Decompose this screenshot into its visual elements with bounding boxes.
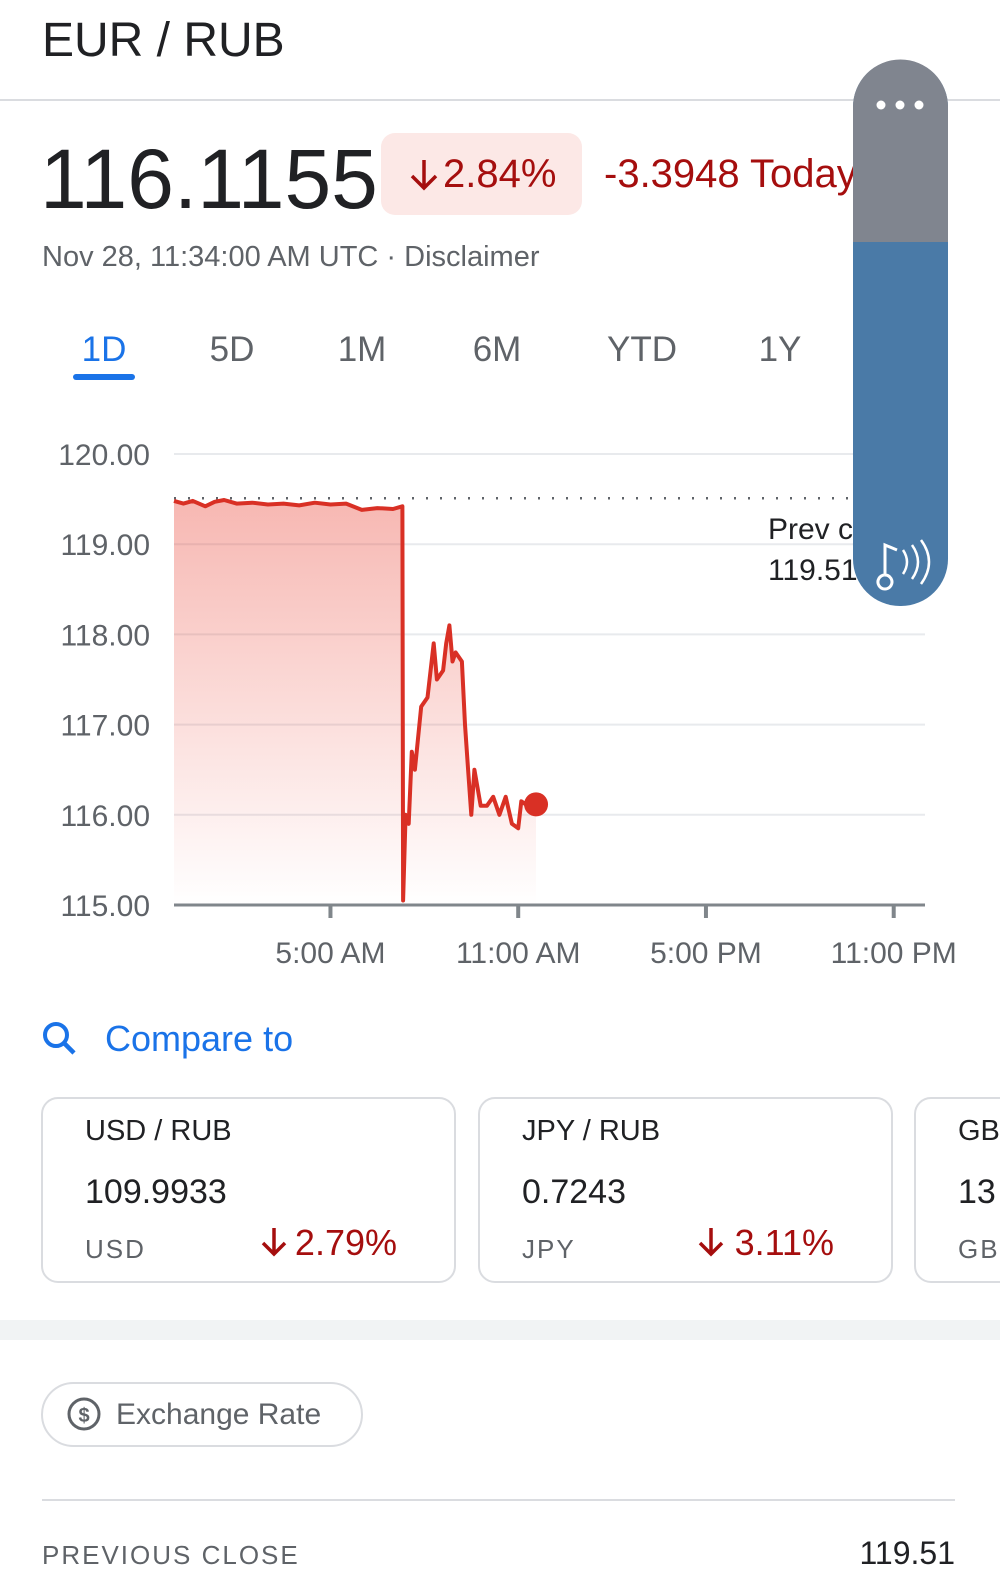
separator: · [386,241,396,273]
change-value: -3.3948 Today [604,152,857,196]
change-pill [381,133,582,215]
compare-card[interactable] [478,1097,893,1283]
current-point [524,792,549,817]
floating-widget[interactable] [853,59,948,607]
card-base: JPY [522,1234,576,1264]
range-tab[interactable]: 5D [210,330,255,369]
page-title: EUR / RUB [42,14,285,67]
down-arrow [698,1228,724,1257]
y-tick-label: 118.00 [60,619,150,652]
disclaimer-link[interactable]: Disclaimer [404,241,540,273]
dot [914,100,924,110]
x-tick-label: 5:00 PM [650,937,762,970]
y-tick-label: 115.00 [60,890,150,923]
x-tick-label: 5:00 AM [275,937,385,970]
music-icon [876,542,898,591]
timestamp: Nov 28, 11:34:00 AM UTC · Disclaimer [42,241,540,273]
compare-card[interactable] [914,1097,1000,1283]
y-tick-label: 116.00 [60,800,150,833]
tab-indicator [73,374,135,380]
card-pair: JPY / RUB [522,1115,660,1147]
card-rate: 109.9933 [85,1173,227,1211]
chart: 115.00 116.00 117.00 118.00 119.00 120.00 5:00… [58,439,957,970]
dot [876,100,886,110]
timestamp-text: Nov 28, 11:34:00 AM UTC [42,241,378,273]
card-change: 2.79% [295,1222,397,1263]
compare-card[interactable] [41,1097,456,1283]
down-arrow [261,1228,287,1257]
range-tab[interactable]: YTD [607,330,677,369]
card-rate: 0.7243 [522,1173,626,1211]
card-change: 3.11% [735,1222,834,1263]
card-base: USD [85,1234,146,1264]
range-tab[interactable]: 1M [338,330,387,369]
change-percent: 2.84% [443,152,556,196]
card-base: GB [958,1234,1000,1264]
search-icon [43,1022,69,1048]
search-icon-handle [62,1041,76,1055]
compare-cards: USD / RUB 109.9933 USD 2.79% JPY / RUB 0.7243… [41,1097,1000,1283]
y-tick-label: 117.00 [60,710,150,743]
detail-label: PREVIOUS CLOSE [42,1540,300,1570]
exchange-rate-button[interactable] [41,1382,363,1447]
price-line [173,498,537,903]
exchange-rate-label: Exchange Rate [116,1398,321,1431]
y-tick-label: 119.00 [60,529,150,562]
range-tabs: 1D 5D 1M 6M YTD 1Y [73,330,801,380]
y-tick-label: 120.00 [58,439,150,472]
x-tick-label: 11:00 AM [456,937,581,970]
x-tick-label: 11:00 PM [831,937,957,970]
sound-waves [901,539,931,585]
card-pair: USD / RUB [85,1115,232,1147]
prev-close-value: 119.51 [768,554,858,587]
range-tab[interactable]: 1Y [759,330,802,369]
down-arrow [410,160,438,191]
compare-link[interactable]: Compare to [105,1018,293,1059]
range-tab[interactable]: 1D [82,330,127,369]
area-fill [174,500,536,905]
card-pair: GB [958,1115,1000,1147]
detail-value: 119.51 [860,1535,956,1571]
card-rate: 13 [958,1173,996,1211]
dollar-icon [67,1397,101,1431]
dot [895,100,905,110]
dollar-glyph: $ [78,1405,89,1427]
widget-top [853,59,948,242]
section-separator [0,1320,1000,1340]
price: 116.1155 [40,132,378,226]
range-tab[interactable]: 6M [473,330,522,369]
